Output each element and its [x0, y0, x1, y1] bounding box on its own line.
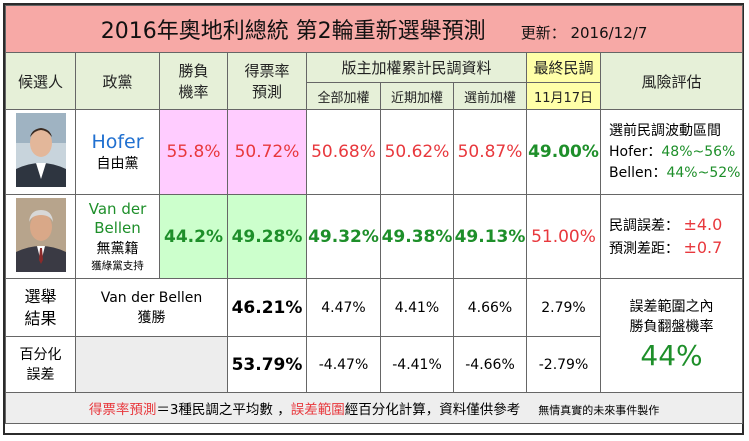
party-name-bellen: 無黨籍 [96, 241, 139, 257]
risk-poll-error-label: 民調誤差： [609, 217, 679, 234]
all-weight-hofer: 50.68% [306, 109, 381, 195]
candidate-name-bellen-line2: Bellen [94, 219, 141, 237]
header-win-prob-line1: 勝負 [178, 62, 209, 80]
result-label: 選舉 結果 [5, 278, 76, 337]
vote-pred-bellen: 49.28% [227, 194, 307, 279]
header-risk: 風險評估 [599, 52, 744, 110]
footer-text-1: ＝3種民調之平均數 ， [156, 402, 291, 418]
risk-error-cell: 民調誤差： ±4.0 預測差距： ±0.7 [599, 194, 744, 279]
party-cell-bellen: Van der Bellen 無黨籍 獲綠黨支持 [75, 194, 160, 279]
flip-prob-cell: 誤差範圍之內 勝負翻盤機率 44% [599, 278, 744, 393]
result-label-line1: 選舉 [24, 286, 57, 306]
all-weight-bellen: 49.32% [306, 194, 381, 279]
recent-weight-hofer: 50.62% [380, 109, 454, 195]
flip-line1: 誤差範圍之內 [629, 298, 714, 315]
risk-bellen-range: 44%~52% [666, 164, 741, 181]
photo-cell-hofer [5, 109, 76, 195]
header-vote-pred: 得票率 預測 [227, 52, 307, 110]
result-diff-all: 4.47% [306, 278, 381, 337]
candidate-photo-bellen [15, 197, 66, 272]
candidate-row-bellen: Van der Bellen 無黨籍 獲綠黨支持 44.2% 49.28% 49… [5, 194, 744, 279]
vote-pred-hofer: 50.72% [227, 109, 307, 195]
candidate-row-hofer: Hofer 自由黨 55.8% 50.72% 50.68% 50.62% 50.… [5, 109, 744, 195]
header-pre-election: 選前加權 [453, 82, 527, 110]
result-diff-recent: 4.41% [380, 278, 454, 337]
pre-election-hofer: 50.87% [453, 109, 527, 195]
header-all-weight: 全部加權 [306, 82, 381, 110]
header-vote-pred-line1: 得票率 [244, 62, 290, 80]
footer-vote-pred-term: 得票率預測 [88, 402, 157, 418]
pre-election-bellen: 49.13% [453, 194, 527, 279]
forecast-card: 2016年奧地利總統 第2輪重新選舉預測 更新： 2016/12/7 候選人 政… [3, 3, 744, 435]
candidate-name-bellen-line1: Van der [88, 200, 147, 218]
win-prob-bellen: 44.2% [159, 194, 228, 279]
result-row: 選舉 結果 Van der Bellen 獲勝 46.21% 4.47% 4.4… [5, 278, 744, 393]
footer-row: 得票率預測＝3種民調之平均數 ，誤差範圍經百分化計算，資料僅供參考 無情真實的未來… [4, 392, 744, 424]
result-winner: Van der Bellen 獲勝 [75, 278, 228, 337]
footer-note: 得票率預測＝3種民調之平均數 ，誤差範圍經百分化計算，資料僅供參考 無情真實的未來… [4, 392, 744, 424]
header-row-1: 候選人 政黨 勝負 機率 得票率 預測 版主加權累計民調資料 最終民調 風險評估 [5, 52, 744, 110]
photo-cell-bellen [5, 194, 76, 279]
footer-error-term: 誤差範圍 [290, 402, 345, 418]
risk-volatility-cell: 選前民調波動區間 Hofer：48%~56% Bellen：44%~52% [599, 109, 744, 195]
pct-error-vote: 53.79% [227, 336, 307, 393]
footer-text-2: 經百分化計算，資料僅供參考 [344, 402, 521, 418]
result-label-line2: 結果 [24, 308, 57, 328]
header-final-poll: 最終民調 [526, 52, 601, 83]
risk-pred-gap-value: ±0.7 [683, 237, 723, 257]
result-diff-pre: 4.66% [453, 278, 527, 337]
risk-poll-error-line: 民調誤差： ±4.0 [609, 214, 742, 237]
risk-poll-error-value: ±4.0 [683, 214, 723, 234]
risk-pred-gap-label: 預測差距： [609, 240, 679, 257]
result-vote: 46.21% [227, 278, 307, 337]
flip-prob-value: 44% [640, 338, 703, 372]
party-name-hofer: 自由黨 [96, 156, 139, 172]
pct-error-pre: -4.66% [453, 336, 527, 393]
risk-hofer-range-line: Hofer：48%~56% [609, 142, 742, 163]
header-recent-weight: 近期加權 [380, 82, 454, 110]
pct-error-label-line2: 誤差 [26, 366, 55, 383]
header-win-prob-line2: 機率 [178, 83, 209, 101]
risk-pred-gap-line: 預測差距： ±0.7 [609, 237, 742, 260]
pct-error-final: -2.79% [526, 336, 601, 393]
result-winner-name: Van der Bellen [100, 289, 203, 306]
party-note-bellen: 獲綠黨支持 [91, 260, 144, 272]
risk-hofer-label: Hofer： [609, 143, 662, 160]
final-poll-bellen: 51.00% [526, 194, 601, 279]
candidate-photo-hofer [15, 113, 66, 187]
result-winner-suffix: 獲勝 [137, 309, 166, 326]
risk-bellen-range-line: Bellen：44%~52% [609, 163, 742, 184]
pct-error-recent: -4.41% [380, 336, 454, 393]
pct-error-label-line1: 百分化 [19, 346, 62, 363]
page-title: 2016年奧地利總統 第2輪重新選舉預測 [100, 19, 486, 44]
footer-credit: 無情真實的未來事件製作 [538, 404, 660, 417]
party-cell-hofer: Hofer 自由黨 [75, 109, 160, 195]
risk-volatility-title: 選前民調波動區間 [609, 122, 721, 139]
header-win-prob: 勝負 機率 [159, 52, 228, 110]
header-vote-pred-line2: 預測 [251, 83, 282, 101]
header-row-2: 全部加權 近期加權 選前加權 11月17日 [6, 82, 743, 110]
header-candidate: 候選人 [5, 52, 76, 110]
header-party: 政黨 [75, 52, 160, 110]
final-poll-hofer: 49.00% [526, 109, 601, 195]
updated-date: 更新： 2016/12/7 [520, 24, 648, 42]
pct-error-all: -4.47% [306, 336, 381, 393]
recent-weight-bellen: 49.38% [380, 194, 454, 279]
forecast-table: 2016年奧地利總統 第2輪重新選舉預測 更新： 2016/12/7 候選人 政… [4, 5, 744, 424]
risk-hofer-range: 48%~56% [661, 143, 736, 160]
result-diff-final: 2.79% [526, 278, 601, 337]
risk-bellen-label: Bellen： [609, 164, 667, 181]
win-prob-hofer: 55.8% [159, 109, 228, 195]
flip-line2: 勝負翻盤機率 [629, 318, 714, 335]
title-row: 2016年奧地利總統 第2輪重新選舉預測 更新： 2016/12/7 [4, 5, 744, 53]
pct-error-blank [75, 336, 228, 393]
pct-error-label: 百分化 誤差 [5, 336, 76, 393]
header-final-poll-date: 11月17日 [526, 82, 601, 110]
candidate-name-hofer: Hofer [91, 131, 144, 153]
header-poll-group: 版主加權累計民調資料 [306, 52, 527, 83]
